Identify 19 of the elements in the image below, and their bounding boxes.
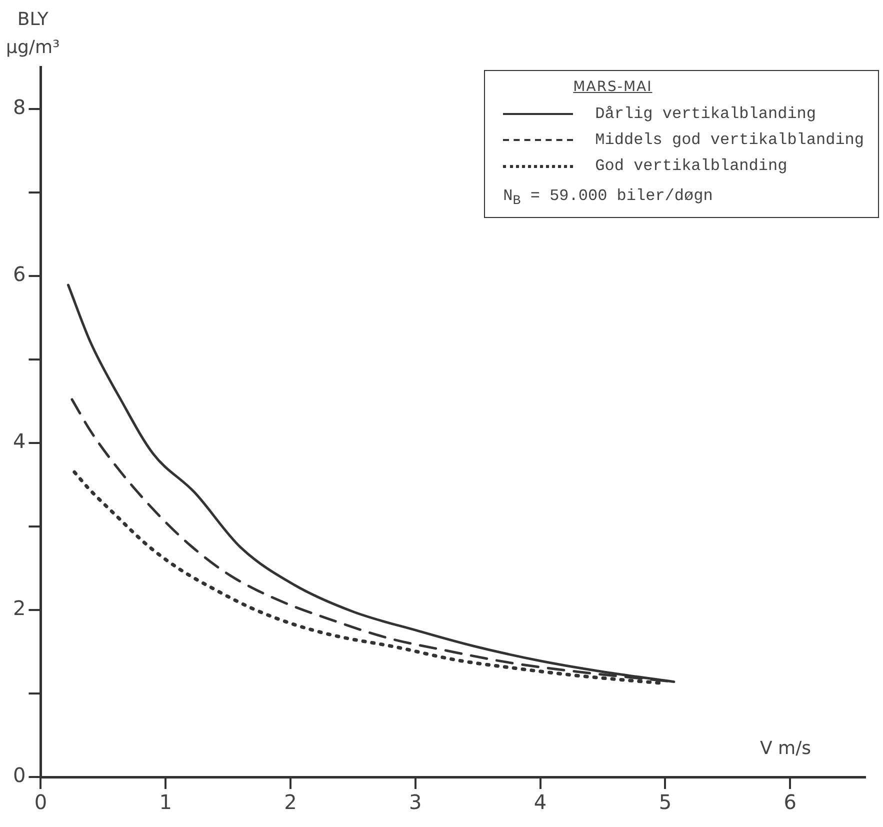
legend-title: MARS-MAI bbox=[573, 79, 654, 95]
x-tick-label: 4 bbox=[534, 790, 547, 814]
legend-label: Middels god vertikalblanding bbox=[595, 131, 864, 149]
y-tick-label: 8 bbox=[12, 94, 26, 119]
x-axis-title: V m/s bbox=[760, 737, 812, 761]
x-tick-label: 5 bbox=[658, 790, 672, 814]
x-tick-label: 0 bbox=[34, 790, 48, 814]
legend-label: Dårlig vertikalblanding bbox=[595, 105, 816, 123]
legend-label: God vertikalblanding bbox=[595, 157, 788, 175]
x-tick-label: 2 bbox=[284, 790, 297, 814]
x-tick-label: 3 bbox=[409, 790, 422, 814]
y-tick-label: 4 bbox=[12, 429, 26, 454]
y-tick-label: 0 bbox=[12, 763, 26, 788]
y-axis-title: BLY µg/m³ bbox=[6, 8, 60, 60]
y-tick-label: 6 bbox=[12, 262, 26, 286]
y-tick-label: 2 bbox=[12, 596, 26, 620]
x-tick-label: 6 bbox=[784, 790, 796, 814]
x-tick-label: 1 bbox=[159, 790, 172, 814]
annotation: N$_{B}$ = 59.000 biler/døgn bbox=[503, 187, 714, 210]
